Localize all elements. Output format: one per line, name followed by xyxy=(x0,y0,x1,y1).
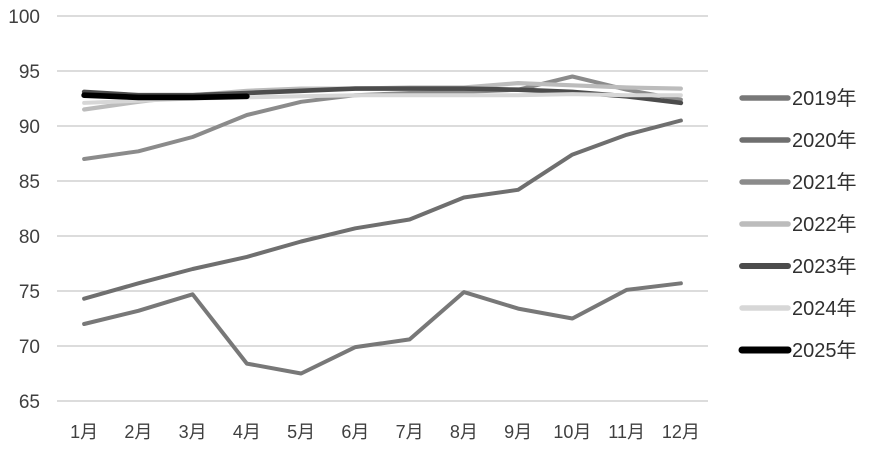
x-axis-label: 9月 xyxy=(504,422,532,442)
y-axis-label: 75 xyxy=(19,282,40,303)
y-axis-label: 85 xyxy=(19,172,40,193)
legend-label: 2023年 xyxy=(792,255,857,278)
x-axis-label: 5月 xyxy=(287,422,315,442)
y-axis-label: 80 xyxy=(19,227,40,248)
y-axis-label: 70 xyxy=(19,337,40,358)
series-line-2019年 xyxy=(82,281,683,376)
x-axis-label: 4月 xyxy=(233,422,261,442)
x-axis-label: 12月 xyxy=(662,422,700,442)
x-axis-label: 3月 xyxy=(179,422,207,442)
x-axis-label: 1月 xyxy=(70,422,98,442)
legend-label: 2024年 xyxy=(792,297,857,320)
legend-item-2022年: 2022年 xyxy=(739,213,857,236)
legend-label: 2021年 xyxy=(792,171,857,194)
x-axis-label: 8月 xyxy=(450,422,478,442)
legend-label: 2019年 xyxy=(792,87,857,110)
x-axis-label: 10月 xyxy=(553,422,591,442)
x-axis-label: 11月 xyxy=(608,422,645,442)
series-line-2020年 xyxy=(82,118,683,301)
legend-item-2025年: 2025年 xyxy=(738,339,857,362)
legend-item-2021年: 2021年 xyxy=(739,171,857,194)
legend-label: 2025年 xyxy=(792,339,857,362)
x-axis-label: 2月 xyxy=(124,422,152,442)
legend-item-2020年: 2020年 xyxy=(739,129,857,152)
legend-label: 2020年 xyxy=(792,129,857,152)
x-axis-label: 6月 xyxy=(341,422,369,442)
x-axis-label: 7月 xyxy=(396,422,424,442)
legend-item-2019年: 2019年 xyxy=(739,87,857,110)
y-axis-label: 90 xyxy=(19,117,40,138)
legend-item-2024年: 2024年 xyxy=(739,297,857,320)
series-line-2025年 xyxy=(81,92,250,101)
y-axis-label: 100 xyxy=(8,7,40,28)
legend-item-2023年: 2023年 xyxy=(739,255,857,278)
y-axis-label: 65 xyxy=(19,392,40,413)
y-axis-label: 95 xyxy=(19,62,40,83)
legend-label: 2022年 xyxy=(792,213,857,236)
